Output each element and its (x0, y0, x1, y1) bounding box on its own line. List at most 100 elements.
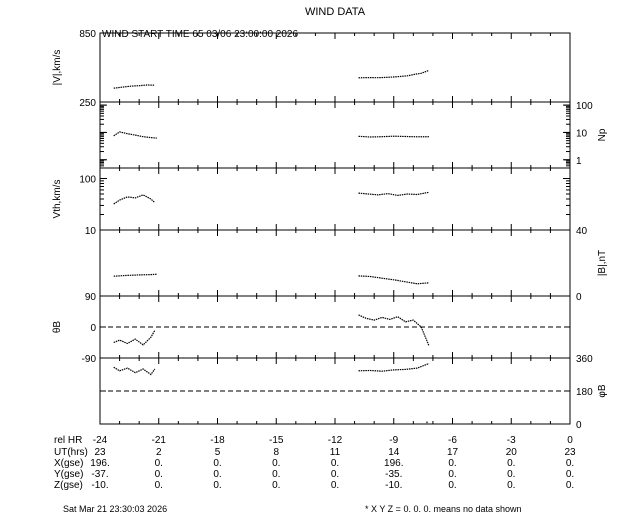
series-line-bfield (113, 273, 157, 277)
panel-theta: 90 0 -90 θB (52, 292, 571, 365)
panel-frame-density (99, 101, 571, 169)
ephemeris-value: 0. (213, 469, 221, 480)
x-tick-label: -12 (328, 435, 343, 446)
x-tick-label: -9 (389, 435, 398, 446)
y-tick-label-left: 250 (79, 98, 96, 109)
x-tick-label: -15 (269, 435, 284, 446)
ephemeris-value: 8 (273, 447, 279, 458)
series-line-density (358, 135, 430, 138)
y-tick-label-right: 40 (576, 226, 588, 237)
ephemeris-value: 0. (448, 469, 456, 480)
y-tick-label-left: -90 (82, 354, 97, 365)
ephemeris-value: -37. (91, 469, 108, 480)
footer-note: * X Y Z = 0. 0. 0. means no data shown (365, 504, 522, 512)
x-tick-label: -6 (448, 435, 457, 446)
panel-speed: 850 250 |V|,km/s (52, 29, 571, 109)
ephemeris-value: 196. (90, 458, 109, 469)
ephemeris-value: 0. (566, 458, 574, 469)
series-line-theta (358, 314, 430, 347)
panel-density: 100 10 1 Np (99, 101, 608, 169)
ephemeris-value: 0. (213, 458, 221, 469)
y-tick-label-right: 10 (576, 128, 588, 139)
ephemeris-value: 0. (507, 458, 515, 469)
ephemeris-value: 0. (507, 480, 515, 491)
y-tick-label-right: 0 (576, 292, 582, 303)
ephemeris-value: 2 (156, 447, 162, 458)
x-tick-label: 0 (567, 435, 573, 446)
ephemeris-row-label: Z(gse) (54, 480, 83, 491)
series-line-theta (113, 330, 156, 346)
ephemeris-value: 0. (272, 480, 280, 491)
panel-thermal: 100 10 Vth,km/s (52, 167, 571, 237)
ephemeris-value: 0. (448, 458, 456, 469)
x-axis-title: rel HR (54, 435, 82, 446)
ephemeris-value: 0. (507, 469, 515, 480)
panel-frame-speed (99, 32, 571, 103)
y-tick-label-left: 850 (79, 29, 96, 40)
ephemeris-value: 0. (448, 480, 456, 491)
x-tick-label: -3 (507, 435, 516, 446)
panel-bfield: 40 0 |B|,nT (99, 226, 608, 303)
footer-timestamp: Sat Mar 21 23:30:03 2026 (63, 504, 167, 512)
ephemeris-value: 0. (213, 480, 221, 491)
ephemeris-value: 14 (388, 447, 400, 458)
panel-stack: 850 250 |V|,km/s 100 10 1 Np 100 10 Vth,km/s 40 0 |B… (52, 29, 608, 431)
y-tick-label-right: 180 (576, 387, 593, 398)
y-axis-title-left: Vth,km/s (52, 180, 63, 219)
y-axis-title-left: |V|,km/s (52, 50, 63, 86)
ephemeris-value: 0. (331, 458, 339, 469)
ephemeris-value: 0. (331, 469, 339, 480)
series-line-phi (358, 362, 430, 372)
y-tick-label-right: 1 (576, 156, 582, 167)
y-axis-title-right: |B|,nT (597, 250, 608, 276)
ephemeris-row-label: X(gse) (54, 458, 83, 469)
ephemeris-value: 23 (94, 447, 106, 458)
ephemeris-value: 0. (155, 480, 163, 491)
y-tick-label-left: 90 (85, 292, 97, 303)
y-tick-label-right: 0 (576, 420, 582, 431)
panel-frame-bfield (99, 229, 571, 297)
ephemeris-table: UT(hrs) 23 2 5 8 11 14 17 20 23X(gse) 196. 0. 0. 0. 0.… (54, 447, 576, 491)
panel-frame-thermal (99, 167, 571, 231)
ephemeris-value: 0. (566, 469, 574, 480)
series-line-phi (113, 366, 156, 376)
ephemeris-value: 23 (564, 447, 576, 458)
ephemeris-value: 0. (155, 458, 163, 469)
y-tick-label-right: 360 (576, 354, 593, 365)
ephemeris-value: -10. (91, 480, 108, 491)
ephemeris-value: 11 (330, 447, 341, 458)
y-axis-title-left: θB (52, 321, 63, 334)
panel-phi: 360 180 0 φB (99, 354, 608, 431)
ephemeris-value: 5 (215, 447, 221, 458)
ephemeris-value: 0. (155, 469, 163, 480)
series-line-bfield (358, 275, 430, 285)
chart-title: WIND DATA (305, 6, 366, 18)
x-tick-label: -24 (93, 435, 108, 446)
time-axis: rel HR -24 -21 -18 -15 -12 -9 -6 -3 0 (54, 435, 573, 446)
ephemeris-row-label: UT(hrs) (54, 447, 88, 458)
ephemeris-value: 196. (384, 458, 403, 469)
ephemeris-value: 0. (272, 469, 280, 480)
series-line-density (113, 131, 157, 139)
x-tick-label: -18 (210, 435, 225, 446)
y-tick-label-left: 10 (85, 226, 97, 237)
series-line-speed (113, 84, 155, 89)
start-time-label: WIND START TIME 65 03/06 23:00:00 2026 (102, 29, 298, 40)
y-tick-label-left: 0 (90, 323, 96, 334)
series-line-thermal (358, 191, 430, 197)
ephemeris-row-label: Y(gse) (54, 469, 83, 480)
x-tick-label: -21 (152, 435, 167, 446)
series-line-thermal (113, 194, 156, 205)
ephemeris-value: 0. (331, 480, 339, 491)
ephemeris-value: 17 (447, 447, 459, 458)
y-axis-title-right: Np (597, 128, 608, 141)
y-tick-label-right: 100 (576, 101, 593, 112)
ephemeris-value: -35. (385, 469, 402, 480)
ephemeris-value: -10. (385, 480, 402, 491)
series-line-speed (358, 69, 430, 79)
ephemeris-value: 20 (506, 447, 518, 458)
y-tick-label-left: 100 (79, 175, 96, 186)
ephemeris-value: 0. (272, 458, 280, 469)
ephemeris-value: 0. (566, 480, 574, 491)
